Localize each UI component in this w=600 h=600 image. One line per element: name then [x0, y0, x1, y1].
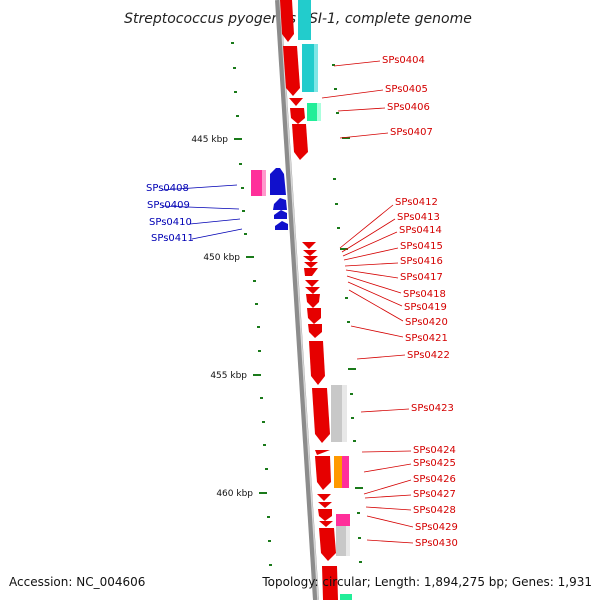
tick-label-455: 455 kbp	[210, 371, 247, 381]
gene-label-sps0425: SPs0425	[413, 458, 456, 469]
gene-label-sps0421: SPs0421	[405, 333, 448, 344]
gene-arrow-sps0407	[292, 124, 308, 160]
tick-label-450: 450 kbp	[203, 253, 240, 263]
gene-label-sps0416: SPs0416	[400, 256, 443, 267]
gene-label-sps0426: SPs0426	[413, 474, 456, 485]
gene-arrow-sps0430	[319, 528, 336, 561]
gene-label-sps0407: SPs0407	[390, 127, 433, 138]
gene-arrow-sps0412	[302, 242, 316, 249]
gene-arrow-sps0404	[283, 46, 300, 96]
gene-arrow-sps0419	[306, 294, 320, 308]
annotation-block-green	[340, 594, 352, 600]
gene-label-sps0427: SPs0427	[413, 489, 456, 500]
accession-label: Accession: NC_004606	[9, 575, 145, 589]
gene-arrow-sps0413	[303, 250, 317, 256]
genome-backbone	[275, 0, 319, 600]
gene-arrow-sps0422	[309, 341, 325, 385]
gene-arrow-sps0425	[315, 456, 331, 490]
gene-arrow-sps0428	[318, 509, 332, 521]
gene-label-sps0415: SPs0415	[400, 241, 443, 252]
gene-arrow-sps0411	[275, 221, 288, 230]
gene-label-sps0423: SPs0423	[411, 403, 454, 414]
gene-label-sps0411: SPs0411	[151, 233, 194, 244]
gene-arrow-bottom	[322, 566, 338, 600]
gene-label-sps0413: SPs0413	[397, 212, 440, 223]
reverse-gene-labels: SPs0408 SPs0409 SPs0410 SPs0411	[146, 183, 194, 244]
annotation-block-magenta	[342, 456, 349, 488]
gene-arrow-sps0420	[307, 308, 321, 324]
gene-arrow-sps0423	[312, 388, 330, 443]
gene-arrow-sps0417	[305, 280, 319, 287]
gene-label-sps0409: SPs0409	[147, 200, 190, 211]
gene-label-sps0408: SPs0408	[146, 183, 189, 194]
topology-summary: Topology: circular; Length: 1,894,275 bp…	[261, 575, 592, 589]
annotation-block-cyan	[298, 0, 311, 40]
gene-arrow-sps0409	[273, 198, 287, 210]
gene-arrow-sps0429	[319, 521, 333, 527]
gene-arrow-sps0421	[308, 324, 322, 338]
gene-label-sps0417: SPs0417	[400, 272, 443, 283]
gene-label-sps0406: SPs0406	[387, 102, 430, 113]
gene-label-sps0430: SPs0430	[415, 538, 458, 549]
forward-gene-labels: SPs0404 SPs0405 SPs0406 SPs0407 SPs0412 …	[382, 55, 458, 549]
axis-tick-marks	[231, 42, 363, 566]
gene-arrow-sps0408	[270, 168, 286, 195]
gene-label-sps0422: SPs0422	[407, 350, 450, 361]
gene-arrow-sps0424	[315, 450, 330, 455]
gene-arrow-sps0416	[304, 268, 318, 276]
gene-label-sps0424: SPs0424	[413, 445, 456, 456]
gene-arrow-sps0405	[289, 98, 303, 106]
gene-arrow-top	[280, 0, 294, 42]
annotation-block-orange	[334, 456, 342, 488]
gene-arrow-sps0418	[305, 287, 320, 294]
gene-arrow-sps0406	[290, 108, 305, 124]
label-leader-lines	[161, 60, 414, 544]
gene-arrow-sps0427	[318, 502, 332, 508]
gene-arrow-sps0415	[304, 262, 318, 268]
gene-label-sps0420: SPs0420	[405, 317, 448, 328]
gene-label-sps0405: SPs0405	[385, 84, 428, 95]
gene-label-sps0428: SPs0428	[413, 505, 456, 516]
tick-label-460: 460 kbp	[216, 489, 253, 499]
gene-label-sps0419: SPs0419	[404, 302, 447, 313]
gene-features	[251, 0, 352, 600]
gene-label-sps0414: SPs0414	[399, 225, 442, 236]
gene-label-sps0404: SPs0404	[382, 55, 425, 66]
annotation-block-magenta	[336, 514, 350, 526]
gene-label-sps0412: SPs0412	[395, 197, 438, 208]
gene-label-sps0418: SPs0418	[403, 289, 446, 300]
tick-label-445: 445 kbp	[191, 135, 228, 145]
gene-arrow-sps0410	[274, 210, 287, 219]
gene-label-sps0429: SPs0429	[415, 522, 458, 533]
gene-arrow-sps0414	[303, 256, 318, 262]
gene-arrow-sps0426	[317, 494, 331, 501]
gene-label-sps0410: SPs0410	[149, 217, 192, 228]
annotation-block-magenta	[251, 170, 265, 196]
